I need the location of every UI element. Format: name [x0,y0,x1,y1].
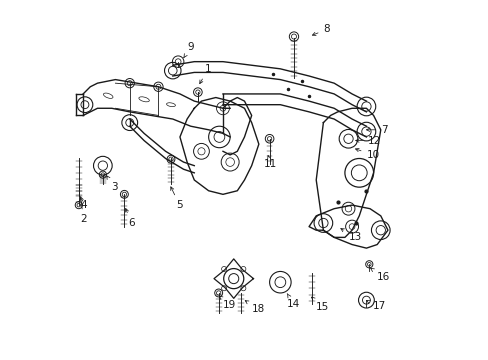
Text: 16: 16 [370,268,389,282]
Text: 18: 18 [244,301,264,314]
Text: 6: 6 [125,208,134,228]
Text: 12: 12 [355,136,381,145]
Text: 8: 8 [312,24,329,36]
Text: 11: 11 [264,156,277,169]
Text: 1: 1 [199,64,211,84]
Text: 10: 10 [355,148,379,160]
Text: 4: 4 [80,197,87,210]
Text: 15: 15 [311,297,329,312]
Text: 3: 3 [106,176,118,192]
Text: 2: 2 [80,198,87,224]
Text: 19: 19 [219,296,236,310]
Text: 17: 17 [366,300,386,311]
Text: 14: 14 [286,293,300,309]
Text: 9: 9 [183,42,193,58]
Text: 5: 5 [170,187,183,210]
Text: 13: 13 [340,229,361,242]
Text: 7: 7 [366,125,386,135]
